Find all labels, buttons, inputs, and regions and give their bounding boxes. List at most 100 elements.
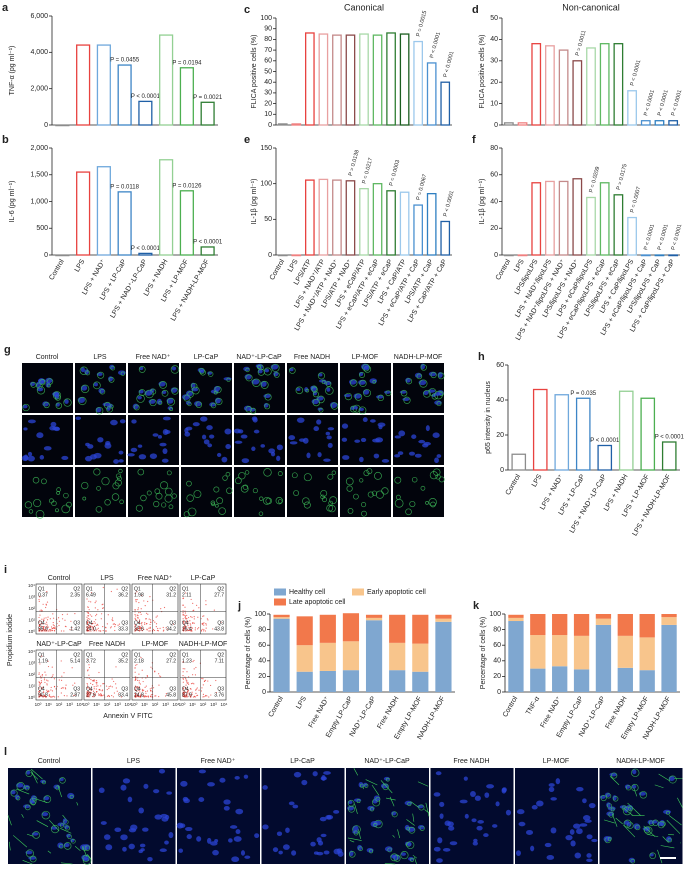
bar-segment	[508, 617, 524, 622]
x-tick-label: Control	[268, 695, 286, 718]
event-dot	[90, 678, 92, 681]
event-dot	[196, 694, 199, 696]
stain	[65, 825, 70, 831]
stain	[183, 394, 191, 402]
event-dot	[134, 667, 136, 669]
stain	[359, 372, 366, 378]
event-dot	[182, 671, 184, 673]
stain	[418, 804, 425, 811]
event-dot	[47, 660, 49, 662]
stain	[245, 367, 250, 373]
event-dot	[88, 666, 91, 669]
event-dot	[182, 612, 184, 614]
y-tick-label: 0	[44, 122, 48, 129]
event-dot	[47, 626, 49, 628]
event-dot	[52, 624, 54, 626]
bar	[96, 166, 111, 256]
stain	[358, 846, 363, 852]
event-dot	[43, 617, 45, 619]
nucleus	[180, 780, 188, 787]
y-tick-label: 20	[258, 673, 266, 680]
membrane	[30, 768, 43, 780]
event-dot	[183, 630, 185, 632]
bar-segment	[296, 616, 313, 646]
quadrant-value: 31.2	[166, 592, 176, 598]
quadrant-value: 33.4	[118, 692, 128, 698]
plot-title: Control	[48, 575, 71, 582]
micrograph	[287, 415, 338, 465]
event-dot	[141, 624, 143, 626]
event-dot	[150, 619, 152, 621]
event-dot	[149, 688, 151, 690]
event-dot	[71, 626, 73, 629]
p-value: P = 0.0015	[416, 10, 429, 37]
event-dot	[156, 615, 158, 617]
x-tick-label: Free NADH	[604, 695, 628, 730]
micrograph	[75, 467, 126, 517]
event-dot	[187, 616, 190, 619]
nucleus	[432, 432, 440, 438]
nucleus	[624, 784, 631, 789]
nucleus	[50, 421, 57, 427]
stain	[354, 393, 363, 401]
event-dot	[160, 608, 162, 610]
bar-segment	[661, 614, 677, 618]
bar-segment	[342, 613, 360, 642]
nucleus	[325, 431, 331, 436]
quadrant-value: 27.7	[214, 592, 224, 598]
micrograph	[177, 768, 260, 864]
stain	[109, 404, 114, 409]
nucleus	[122, 778, 131, 784]
nucleus	[472, 841, 478, 846]
event-dot	[38, 616, 40, 619]
event-dot	[185, 684, 187, 686]
quadrant-name: Q3	[121, 686, 128, 692]
event-dot	[145, 618, 147, 620]
bar	[426, 193, 437, 256]
stain	[273, 372, 280, 378]
event-dot	[139, 688, 141, 690]
nucleus	[394, 435, 401, 439]
event-dot	[134, 592, 137, 595]
nucleus	[518, 821, 526, 827]
event-dot	[86, 694, 88, 696]
bar	[386, 32, 396, 126]
event-dot	[88, 600, 90, 602]
event-dot	[116, 690, 118, 692]
nucleus	[159, 848, 167, 853]
event-dot	[182, 668, 184, 670]
bar	[426, 62, 437, 126]
stain	[385, 777, 390, 782]
event-dot	[194, 627, 197, 629]
nucleus	[127, 796, 133, 803]
nucleus	[433, 792, 441, 797]
event-dot	[72, 684, 74, 686]
p-value: P < 0.0001	[590, 438, 620, 444]
nucleus	[447, 821, 454, 827]
event-dot	[194, 629, 196, 631]
nucleus	[570, 840, 576, 847]
quadrant-name: Q4	[182, 686, 189, 692]
event-dot	[134, 624, 137, 627]
event-dot	[90, 689, 92, 691]
event-dot	[190, 624, 192, 626]
nucleus	[43, 446, 52, 451]
stain	[22, 403, 30, 412]
event-dot	[193, 683, 195, 685]
event-dot	[158, 695, 160, 698]
event-dot	[138, 627, 140, 630]
y-axis-label: Percentage of cells (%)	[245, 617, 252, 689]
bar	[159, 159, 174, 256]
event-dot	[94, 602, 96, 604]
nucleus	[362, 417, 368, 423]
nucleus	[505, 809, 512, 816]
stain	[169, 407, 174, 412]
quadrant-value: 7.11	[215, 658, 225, 664]
x-tick-label: Free NADH	[376, 695, 400, 730]
stain	[166, 397, 175, 406]
nucleus	[128, 828, 137, 833]
bar	[386, 190, 396, 256]
nucleus	[360, 437, 367, 443]
micrograph	[393, 467, 444, 517]
stain	[15, 795, 21, 801]
